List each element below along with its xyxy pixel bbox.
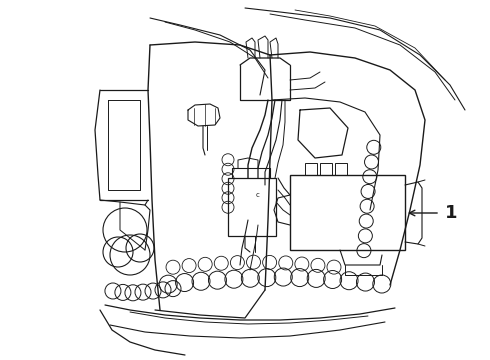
Text: c: c [256,192,260,198]
Bar [320,163,332,175]
Text: 1: 1 [445,204,458,222]
Bar [305,163,317,175]
Bar [290,175,405,250]
Bar [335,163,347,175]
Bar [228,178,276,236]
